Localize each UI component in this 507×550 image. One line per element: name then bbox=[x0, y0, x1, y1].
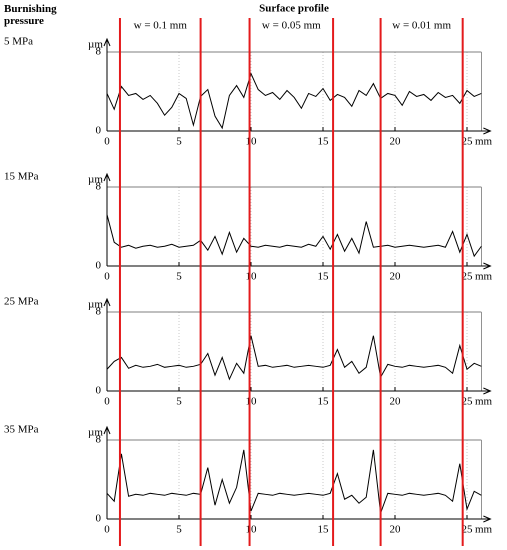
x-tick-label: 15 bbox=[318, 136, 330, 148]
x-axis-label: mm bbox=[475, 136, 493, 148]
x-tick-label: 20 bbox=[390, 524, 402, 536]
x-tick-label: 25 bbox=[462, 271, 474, 283]
x-axis-arrow bbox=[483, 387, 492, 395]
x-tick-label: 25 bbox=[462, 524, 474, 536]
x-tick-label: 20 bbox=[390, 136, 402, 148]
x-axis-label: mm bbox=[475, 524, 493, 536]
x-tick-label: 15 bbox=[318, 396, 330, 408]
x-tick-label: 20 bbox=[390, 271, 402, 283]
region-label: w = 0.01 mm bbox=[392, 20, 451, 32]
left-header: Burnishing pressure bbox=[4, 3, 59, 27]
x-axis-label: mm bbox=[475, 396, 493, 408]
profile-line bbox=[106, 335, 482, 381]
x-tick-label: 0 bbox=[104, 396, 110, 408]
y-axis-arrow bbox=[103, 172, 111, 182]
x-tick-label: 10 bbox=[246, 524, 258, 536]
x-tick-label: 10 bbox=[246, 271, 258, 283]
x-tick-label: 5 bbox=[176, 136, 182, 148]
y-axis-label: µm bbox=[88, 427, 103, 439]
center-header: Surface profile bbox=[259, 3, 329, 15]
x-tick-label: 15 bbox=[318, 524, 330, 536]
y-tick-label: 0 bbox=[96, 385, 102, 397]
y-tick-label: 0 bbox=[96, 513, 102, 525]
y-axis-label: µm bbox=[88, 174, 103, 186]
y-axis-label: µm bbox=[88, 299, 103, 311]
x-axis-arrow bbox=[483, 515, 492, 523]
x-tick-label: 0 bbox=[104, 136, 110, 148]
region-label: w = 0.05 mm bbox=[262, 20, 321, 32]
x-tick-label: 25 bbox=[462, 396, 474, 408]
y-tick-label: 0 bbox=[96, 260, 102, 272]
y-tick-label: 0 bbox=[96, 125, 102, 137]
y-axis-label: µm bbox=[88, 39, 103, 51]
chart-title: 25 MPa bbox=[4, 296, 39, 308]
y-tick-label: 8 bbox=[96, 434, 102, 446]
x-tick-label: 25 bbox=[462, 136, 474, 148]
y-axis-arrow bbox=[103, 425, 111, 435]
x-axis-arrow bbox=[483, 262, 492, 270]
x-tick-label: 10 bbox=[246, 136, 258, 148]
profile-line bbox=[106, 449, 482, 514]
x-tick-label: 5 bbox=[176, 524, 182, 536]
x-tick-label: 15 bbox=[318, 271, 330, 283]
x-tick-label: 0 bbox=[104, 271, 110, 283]
x-tick-label: 20 bbox=[390, 396, 402, 408]
x-axis-label: mm bbox=[475, 271, 493, 283]
profile-line bbox=[106, 214, 482, 258]
x-tick-label: 10 bbox=[246, 396, 258, 408]
y-axis-arrow bbox=[103, 37, 111, 47]
y-tick-label: 8 bbox=[96, 46, 102, 58]
x-tick-label: 0 bbox=[104, 524, 110, 536]
chart-title: 15 MPa bbox=[4, 171, 39, 183]
chart-title: 5 MPa bbox=[4, 36, 33, 48]
profile-line bbox=[106, 72, 482, 130]
y-tick-label: 8 bbox=[96, 306, 102, 318]
x-tick-label: 5 bbox=[176, 271, 182, 283]
region-label: w = 0.1 mm bbox=[134, 20, 188, 32]
y-tick-label: 8 bbox=[96, 181, 102, 193]
x-axis-arrow bbox=[483, 127, 492, 135]
y-axis-arrow bbox=[103, 297, 111, 307]
chart-title: 35 MPa bbox=[4, 424, 39, 436]
x-tick-label: 5 bbox=[176, 396, 182, 408]
